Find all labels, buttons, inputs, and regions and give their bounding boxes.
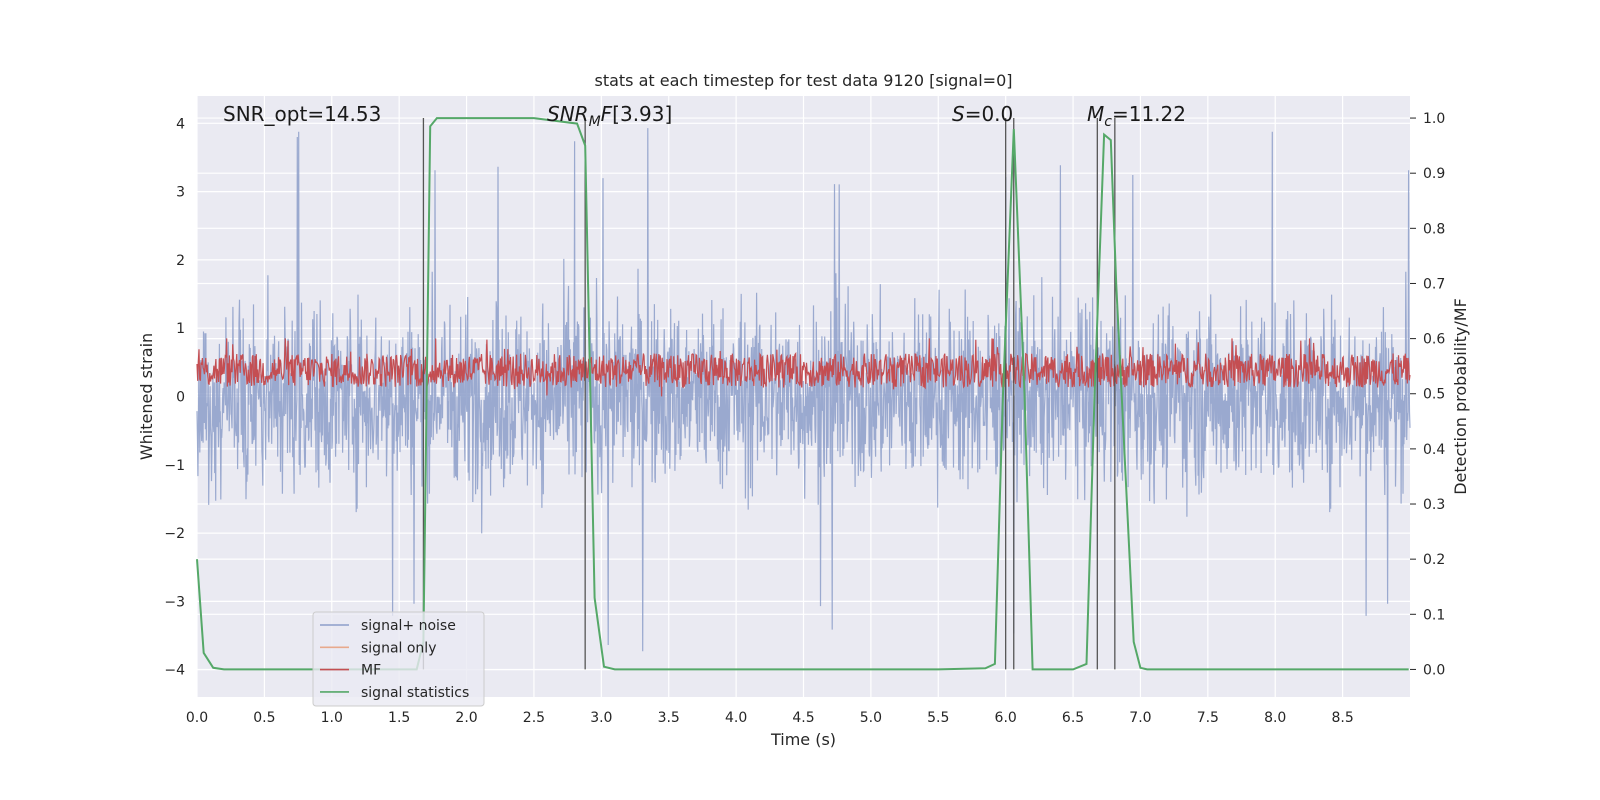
legend-label-signal-only: signal only <box>361 640 436 656</box>
axis-ticks: 0.0 0.5 1.0 1.5 2.0 2.5 3.0 3.5 4.0 4.5 5.0 5.5 6.0 6… <box>164 111 1445 726</box>
annotation-s-value: =0.0 <box>965 102 1014 126</box>
y-left-tick-label: 2 <box>176 253 185 269</box>
y-right-tick-label: 0.6 <box>1423 332 1445 348</box>
x-tick-label: 6.0 <box>995 710 1017 726</box>
x-tick-label: 8.0 <box>1264 710 1286 726</box>
y-left-tick-label: 1 <box>176 321 185 337</box>
x-tick-label: 1.0 <box>321 710 343 726</box>
legend-label-signal-noise: signal+ noise <box>361 618 456 634</box>
x-tick-label: 7.0 <box>1129 710 1151 726</box>
annotation-snr-mf: SNRMF[3.93] <box>547 102 672 130</box>
x-tick-label: 6.5 <box>1062 710 1084 726</box>
annotation-mc-value: =11.22 <box>1112 102 1186 126</box>
legend: signal+ noise signal only MF signal stat… <box>312 611 485 707</box>
y-right-tick-label: 1.0 <box>1423 111 1445 127</box>
x-tick-label: 3.5 <box>658 710 680 726</box>
x-tick-label: 3.0 <box>590 710 612 726</box>
x-tick-label: 0.0 <box>186 710 208 726</box>
y-left-tick-label: −3 <box>164 594 185 610</box>
y-right-tick-label: 0.3 <box>1423 497 1445 513</box>
y-left-tick-label: −4 <box>164 663 185 679</box>
y-right-tick-label: 0.4 <box>1423 442 1445 458</box>
chart-title: stats at each timestep for test data 912… <box>594 71 1012 90</box>
y-right-tick-label: 0.8 <box>1423 221 1445 237</box>
y-left-tick-label: 4 <box>176 116 185 132</box>
x-tick-label: 0.5 <box>253 710 275 726</box>
mf-line <box>196 338 1411 397</box>
x-axis-label: Time (s) <box>770 730 836 749</box>
annotation-snr-opt: SNR_opt=14.53 <box>223 102 381 126</box>
y-right-tick-label: 0.7 <box>1423 276 1445 292</box>
legend-box <box>312 611 485 707</box>
y-left-tick-label: −1 <box>164 458 185 474</box>
y-axis-right-label: Detection probability/MF <box>1451 298 1470 495</box>
annotation-s: S=0.0 <box>952 102 1013 126</box>
y-right-tick-label: 0.5 <box>1423 387 1445 403</box>
legend-label-signal-statistics: signal statistics <box>361 685 469 701</box>
y-left-tick-label: −2 <box>164 526 185 542</box>
annotation-mc: Mc=11.22 <box>1087 102 1186 130</box>
x-tick-label: 4.5 <box>792 710 814 726</box>
y-left-tick-label: 3 <box>176 185 185 201</box>
x-tick-label: 7.5 <box>1197 710 1219 726</box>
x-tick-label: 4.0 <box>725 710 747 726</box>
mf-series <box>196 338 1411 397</box>
x-tick-label: 2.0 <box>455 710 477 726</box>
y-right-tick-label: 0.0 <box>1423 662 1445 678</box>
y-right-tick-label: 0.2 <box>1423 552 1445 568</box>
x-tick-label: 1.5 <box>388 710 410 726</box>
x-tick-label: 2.5 <box>523 710 545 726</box>
x-tick-label: 5.0 <box>860 710 882 726</box>
y-left-tick-label: 0 <box>176 390 185 406</box>
x-tick-label: 5.5 <box>927 710 949 726</box>
y-right-tick-label: 0.9 <box>1423 166 1445 182</box>
x-tick-label: 8.5 <box>1331 710 1353 726</box>
annotation-snr-mf-value: [3.93] <box>612 102 672 126</box>
y-axis-left-label: Whitened strain <box>137 333 156 460</box>
legend-label-mf: MF <box>361 663 381 679</box>
vertical-markers <box>422 118 1116 670</box>
y-right-tick-label: 0.1 <box>1423 607 1445 623</box>
